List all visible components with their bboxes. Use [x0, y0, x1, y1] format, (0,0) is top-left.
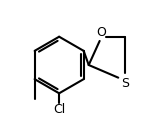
Text: Cl: Cl	[53, 103, 65, 116]
Text: S: S	[121, 77, 129, 90]
Text: O: O	[97, 26, 107, 39]
